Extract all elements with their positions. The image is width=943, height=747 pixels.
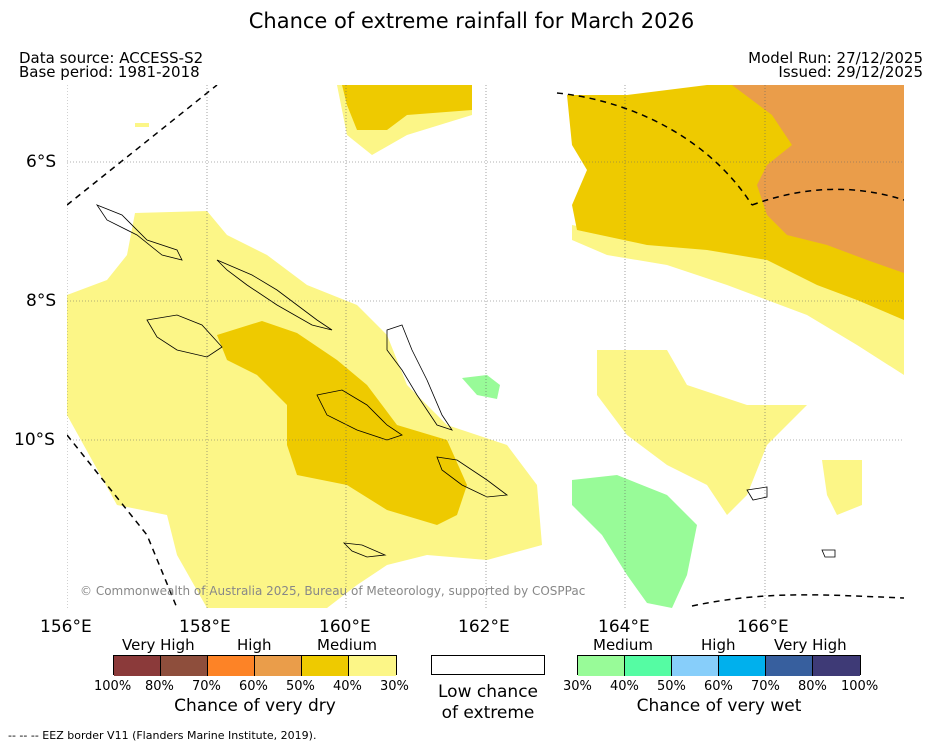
dry-swatch-5 xyxy=(302,656,349,676)
wet-tick-80: 80% xyxy=(798,679,827,694)
wet-group-very-high: Very High xyxy=(774,636,847,654)
lat-label-6s: 6°S xyxy=(26,152,57,172)
wet-swatch-5 xyxy=(766,656,813,676)
base-period: Base period: 1981-2018 xyxy=(19,63,200,81)
rennell-coast xyxy=(342,542,387,558)
wet-colorbar xyxy=(577,655,861,676)
dry-tick-40: 40% xyxy=(333,679,362,694)
wet-tick-60: 60% xyxy=(704,679,733,694)
wet-tick-70: 70% xyxy=(751,679,780,694)
guadalcanal-coast xyxy=(316,389,403,441)
dry-low-zone-ne xyxy=(572,225,904,375)
santa-cruz-coast xyxy=(746,486,768,501)
small-island-coast xyxy=(821,549,836,558)
map-title: Chance of extreme rainfall for March 202… xyxy=(248,9,695,33)
dry-tick-50: 50% xyxy=(286,679,315,694)
lon-label-156e: 156°E xyxy=(40,617,92,637)
coastlines xyxy=(95,204,836,558)
lon-label-160e: 160°E xyxy=(319,617,371,637)
wet-tick-40: 40% xyxy=(610,679,639,694)
wet-swatch-4 xyxy=(719,656,766,676)
dry-medium-zone-north xyxy=(342,85,472,130)
wet-caption: Chance of very wet xyxy=(636,696,802,716)
wet-swatch-6 xyxy=(813,656,860,676)
dry-swatch-2 xyxy=(161,656,208,676)
dry-caption: Chance of very dry xyxy=(174,696,336,716)
dry-low-zone-se xyxy=(822,460,862,515)
issued-date: Issued: 29/12/2025 xyxy=(778,63,923,81)
eez-border-se xyxy=(691,594,904,607)
dry-swatch-6 xyxy=(349,656,396,676)
new-georgia-coast xyxy=(146,314,223,358)
dry-swatch-4 xyxy=(255,656,302,676)
wet-group-medium: Medium xyxy=(593,636,653,654)
dry-colorbar xyxy=(113,655,397,676)
graticule xyxy=(67,85,904,608)
dry-group-high: High xyxy=(237,636,272,654)
dry-group-very-high: Very High xyxy=(122,636,195,654)
eez-border-sw xyxy=(67,434,178,608)
dry-tick-30: 30% xyxy=(380,679,409,694)
dry-low-zone-east xyxy=(597,350,807,515)
malaita-coast xyxy=(386,324,453,431)
dry-tick-60: 60% xyxy=(239,679,268,694)
dry-group-medium: Medium xyxy=(317,636,377,654)
dry-tick-100: 100% xyxy=(94,679,132,694)
choiseul-coast xyxy=(216,259,333,331)
model-run: Model Run: 27/12/2025 xyxy=(748,49,923,67)
dry-tick-80: 80% xyxy=(145,679,174,694)
wet-swatch-2 xyxy=(625,656,672,676)
makira-coast xyxy=(436,456,509,498)
wet-zone-southeast xyxy=(572,475,697,608)
lon-label-164e: 164°E xyxy=(598,617,650,637)
wet-swatch-3 xyxy=(672,656,719,676)
wet-zone-speck xyxy=(462,375,500,399)
eez-footnote: -- -- -- EEZ border V11 (Flanders Marine… xyxy=(8,729,317,742)
wet-tick-30: 30% xyxy=(563,679,592,694)
wet-swatch-1 xyxy=(578,656,625,676)
lon-label-166e: 166°E xyxy=(737,617,789,637)
wet-tick-50: 50% xyxy=(657,679,686,694)
dry-swatch-1 xyxy=(114,656,161,676)
copyright-notice: © Commonwealth of Australia 2025, Bureau… xyxy=(80,584,586,598)
dry-swatch-3 xyxy=(208,656,255,676)
dry-high-zone xyxy=(732,85,904,273)
rainfall-map xyxy=(67,85,904,608)
eez-borders xyxy=(67,85,904,608)
dry-medium-zone-solomons xyxy=(217,321,467,525)
lat-label-10s: 10°S xyxy=(14,430,55,450)
wet-tick-100: 100% xyxy=(841,679,879,694)
bougainville-coast xyxy=(95,204,183,261)
wet-medium-zones xyxy=(462,375,697,608)
lat-label-8s: 8°S xyxy=(26,291,57,311)
low-chance-caption-1: Low chance xyxy=(438,682,538,702)
low-chance-swatch xyxy=(431,655,545,675)
dry-tick-70: 70% xyxy=(192,679,221,694)
eez-border-ne2 xyxy=(751,188,904,206)
lon-label-158e: 158°E xyxy=(179,617,231,637)
dry-low-speck xyxy=(135,123,149,127)
wet-group-high: High xyxy=(701,636,736,654)
eez-border-ne xyxy=(556,92,753,206)
lon-label-162e: 162°E xyxy=(458,617,510,637)
low-chance-caption-2: of extreme xyxy=(441,703,535,723)
data-source: Data source: ACCESS-S2 xyxy=(19,49,204,67)
